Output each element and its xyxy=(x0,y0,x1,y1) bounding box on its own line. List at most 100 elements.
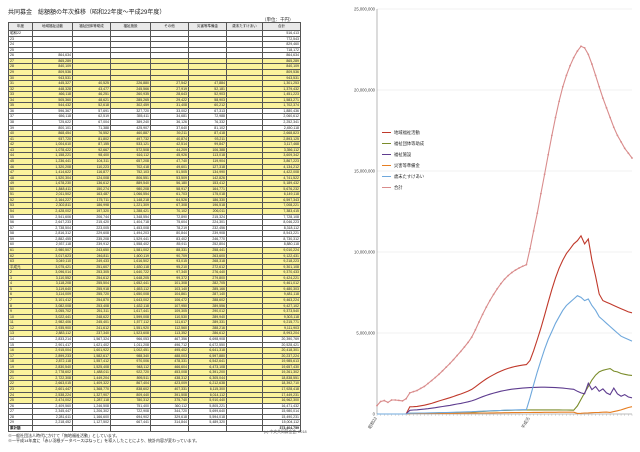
data-table: 年度 地域福祉活動 福祉団体等助成 福祉施設 その他 災害等準備金 歳末たすけあ… xyxy=(8,22,301,432)
y-tick-label: 0 xyxy=(373,412,376,417)
total-point xyxy=(376,405,378,407)
y-tick-label: 5,000,000 xyxy=(356,331,375,336)
total-point xyxy=(609,117,611,119)
series-line-4 xyxy=(377,296,632,414)
header-facilities: 福祉施設 xyxy=(111,23,151,31)
legend-swatch xyxy=(382,143,391,144)
total-point xyxy=(504,278,506,280)
total-point xyxy=(544,173,546,175)
total-point xyxy=(529,248,531,250)
series-line-2 xyxy=(377,383,632,414)
legend-item: 福祉施設 xyxy=(382,152,442,158)
table-row: 累計額 373,404,759 xyxy=(9,425,301,431)
header-total: 合計 xyxy=(263,23,301,31)
total-point xyxy=(398,399,400,401)
credit-text: (c) 中央共同募金会, 2018 xyxy=(264,430,307,435)
header-year: 年度 xyxy=(9,23,33,31)
total-point xyxy=(558,100,560,102)
total-point xyxy=(413,391,415,393)
table-cell xyxy=(73,425,111,431)
header-yearend: 歳末たすけあい xyxy=(227,23,263,31)
total-point xyxy=(493,293,495,295)
total-point xyxy=(562,86,564,88)
table-cell xyxy=(33,425,73,431)
header-disaster: 災害等準備金 xyxy=(189,23,227,31)
total-point xyxy=(536,212,538,214)
total-point xyxy=(569,65,571,67)
total-point xyxy=(482,313,484,315)
total-point xyxy=(620,141,622,143)
total-point xyxy=(409,392,411,394)
total-point xyxy=(434,377,436,379)
y-tick-label: 10,000,000 xyxy=(354,250,376,255)
total-point xyxy=(515,269,517,271)
legend-label: 福祉施設 xyxy=(394,152,411,158)
legend-swatch xyxy=(382,176,391,177)
total-point xyxy=(627,152,629,154)
total-point xyxy=(551,134,553,136)
total-point xyxy=(518,267,520,269)
total-point xyxy=(405,398,407,400)
total-point xyxy=(391,399,393,401)
legend-label: 歳末たすけあい xyxy=(394,174,424,180)
header-community: 地域福祉活動 xyxy=(33,23,73,31)
header-other: その他 xyxy=(151,23,189,31)
total-point xyxy=(624,147,626,149)
total-point xyxy=(485,306,487,308)
y-tick-label: 25,000,000 xyxy=(354,7,376,12)
x-tick-label: 昭和22 xyxy=(366,415,379,430)
total-point xyxy=(602,97,604,99)
total-point xyxy=(464,346,466,348)
page-title: 共同募金 総額額の年次推移（昭和22年度～平成29年度） xyxy=(8,7,165,16)
total-point xyxy=(511,272,513,274)
total-point xyxy=(380,401,382,403)
total-point xyxy=(453,359,455,361)
table-cell xyxy=(189,425,227,431)
total-point xyxy=(427,383,429,385)
table-body: 昭和22 516,413 23 772,543 24 829,460 25 718,172 26… xyxy=(9,31,301,432)
total-point xyxy=(449,363,451,365)
total-point xyxy=(584,47,586,49)
total-point xyxy=(471,336,473,338)
total-point xyxy=(474,329,476,331)
table-cell xyxy=(227,425,263,431)
legend-swatch xyxy=(382,165,391,166)
total-point xyxy=(507,275,509,277)
legend-item: 福祉団体等助成 xyxy=(382,141,442,147)
total-point xyxy=(438,373,440,375)
total-point xyxy=(522,265,524,267)
data-table-panel: 年度 地域福祉活動 福祉団体等助成 福祉施設 その他 災害等準備金 歳末たすけあ… xyxy=(8,22,300,428)
total-point xyxy=(442,370,444,372)
total-point xyxy=(540,193,542,195)
total-point xyxy=(423,386,425,388)
legend-label: 地域福祉活動 xyxy=(394,130,420,136)
total-point xyxy=(460,350,462,352)
legend-item: 地域福祉活動 xyxy=(382,130,442,136)
total-point xyxy=(500,283,502,285)
total-point xyxy=(456,355,458,357)
line-chart: 25,000,00020,000,00015,000,00010,000,000… xyxy=(302,2,636,450)
legend-label: 合計 xyxy=(394,185,403,191)
total-point xyxy=(533,230,535,232)
total-point xyxy=(394,399,396,401)
total-point xyxy=(420,387,422,389)
total-point xyxy=(431,380,433,382)
legend-label: 災害等準備金 xyxy=(394,163,420,169)
legend-swatch xyxy=(382,187,391,188)
y-tick-label: 20,000,000 xyxy=(354,88,376,93)
legend-swatch xyxy=(382,154,391,155)
chart-panel: 25,000,000 20,000,000 15,000,000 10,000,000… xyxy=(302,2,636,450)
footnote-2: ※一平成14年度に「赤い羽根データベースはねっと」を導入したことにより、統計内容… xyxy=(8,438,199,443)
total-point xyxy=(383,400,385,402)
total-point xyxy=(613,126,615,128)
total-point xyxy=(573,57,575,59)
table-cell xyxy=(111,425,151,431)
series-line-0 xyxy=(377,236,632,414)
table-cell-year: 累計額 xyxy=(9,425,33,431)
chart-legend: 地域福祉活動福祉団体等助成福祉施設災害等準備金 歳末たすけあい 合計 xyxy=(382,130,442,196)
total-point xyxy=(587,53,589,55)
total-point xyxy=(525,264,527,266)
legend-swatch xyxy=(382,132,391,133)
table-cell xyxy=(151,425,189,431)
legend-item: 合計 xyxy=(382,185,442,191)
